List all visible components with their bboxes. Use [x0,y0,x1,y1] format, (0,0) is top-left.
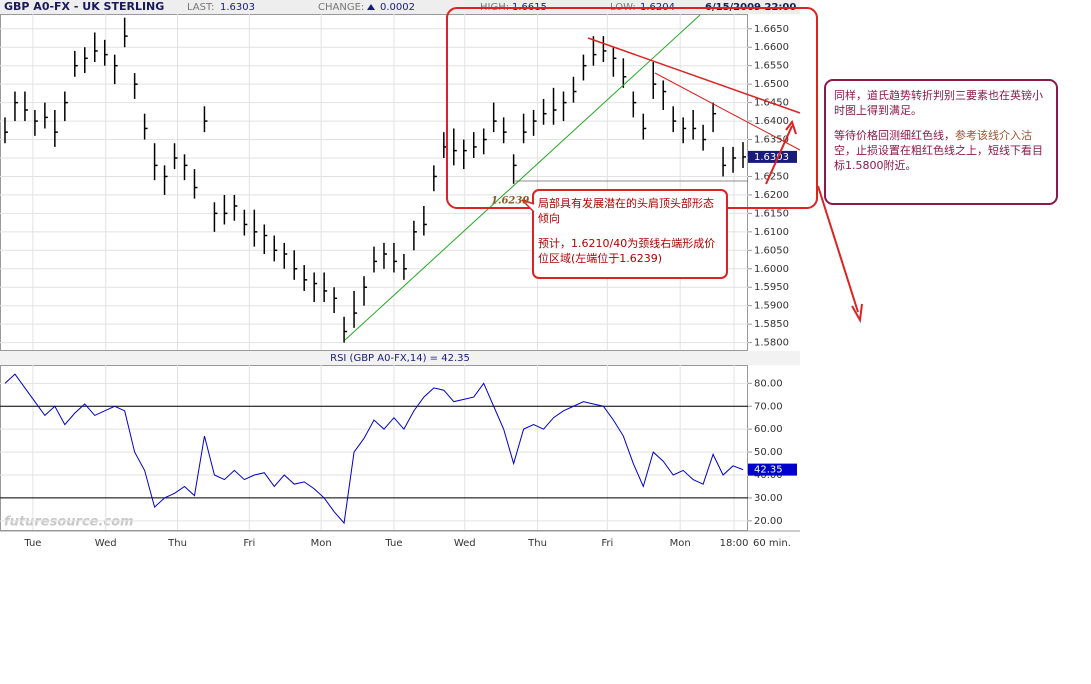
x-tick-label: Wed [95,538,117,549]
x-axis-label: 60 min. [753,538,791,549]
x-tick-label: Thu [167,538,187,549]
y-tick-label: 1.6000 [754,264,789,275]
x-tick-label: Mon [670,538,691,549]
x-tick-label: Mon [311,538,332,549]
side-note: 同样，道氏趋势转折判别三要素也在英镑小时图上得到满足。 等待价格回测细红色线，参… [834,88,1050,183]
y-tick-label: 1.6350 [754,135,789,146]
pattern-note: 局部具有发展潜在的头肩顶头部形态倾向 预计，1.6210/40为颈线右端形成价位… [538,196,724,276]
y-tick-label: 1.5800 [754,338,789,349]
x-tick-label: 18:00 [720,538,749,549]
last-rsi-box [748,463,797,476]
change-value: 0.0002 [380,2,415,13]
y-tick-label: 30.00 [754,493,783,504]
note-line: 同样，道氏趋势转折判别三要素也在英镑小时图上得到满足。 [834,89,1043,117]
x-tick-label: Tue [384,538,402,549]
side-box [824,79,1058,205]
y-tick-label: 1.6500 [754,79,789,90]
x-tick-label: Wed [454,538,476,549]
y-tick-label: 1.6100 [754,227,789,238]
change-label: CHANGE: [318,2,364,13]
x-tick-label: Thu [527,538,547,549]
note-text: 等待价格回测细红色线， [834,129,955,142]
y-tick-label: 60.00 [754,424,783,435]
y-tick-label: 1.6650 [754,24,789,35]
y-tick-label: 70.00 [754,401,783,412]
y-tick-label: 1.5900 [754,301,789,312]
thick-resistance [587,37,801,114]
rsi-line [4,373,744,525]
rsi-header [0,351,800,365]
y-tick-label: 1.6400 [754,116,789,127]
pattern-callout [521,199,535,213]
rsi-panel [0,365,748,531]
y-tick-label: 80.00 [754,378,783,389]
last-price-label: 1.6303 [754,152,789,163]
note-text: 空，止损设置在粗红色线之上，短线下看目标1.5800附近。 [834,144,1043,172]
annotation-drawings [344,7,1058,341]
pattern-box [532,189,728,279]
y-tick-label: 1.6250 [754,171,789,182]
last-value: 1.6303 [220,2,255,13]
note-highlight: 参考该线介入沽 [955,129,1032,142]
y-tick-label: 50.00 [754,447,783,458]
note-line: 局部具有发展潜在的头肩顶头部形态倾向 [538,197,714,225]
y-tick-label: 1.5850 [754,319,789,330]
price-panel [0,14,748,351]
y-tick-label: 1.6050 [754,245,789,256]
y-tick-label: 20.00 [754,516,783,527]
y-tick-label: 1.5950 [754,282,789,293]
watermark: futuresource.com [4,515,134,530]
y-tick-label: 1.6200 [754,190,789,201]
x-tick-label: Fri [243,538,255,549]
y-tick-label: 1.6600 [754,42,789,53]
x-tick-label: Fri [601,538,613,549]
note-line: 预计，1.6210/40为颈线右端形成价位区域(左端位于1.6239) [538,237,716,265]
note-line: 等待价格回测细红色线，参考该线介入沽空，止损设置在粗红色线之上，短线下看目标1.… [834,128,1050,173]
last-rsi-label: 42.35 [754,465,783,476]
rsi-title: RSI (GBP A0-FX,14) = 42.35 [330,353,470,364]
trend-line [344,14,701,341]
last-price-box [748,150,797,163]
up-arrow [367,4,375,10]
down-arrow-note [817,185,863,324]
y-tick-label: 1.6150 [754,208,789,219]
y-tick-label: 1.6550 [754,61,789,72]
header-bar [0,0,800,14]
x-tick-label: Tue [23,538,41,549]
thin-resistance [654,72,801,151]
last-label: LAST: [187,2,214,13]
level-label: 1.6239 [491,196,529,207]
symbol: GBP A0-FX - UK STERLING [4,0,164,13]
up-arrow-note [765,119,797,185]
